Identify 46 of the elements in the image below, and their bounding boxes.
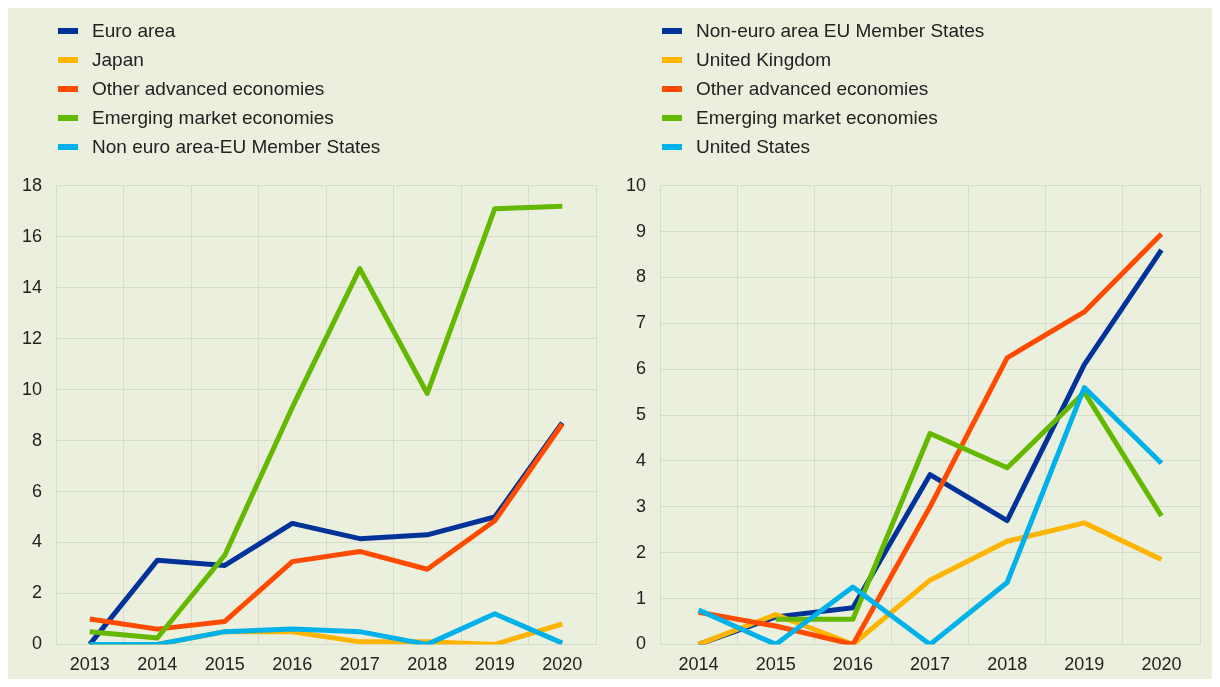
y-tick-label: 6 [636,358,647,379]
y-tick-label: 14 [21,276,43,297]
x-tick-label: 2013 [69,654,110,675]
x-tick-label: 2019 [1064,654,1105,675]
y-tick-label: 9 [636,220,647,241]
legend-label: Emerging market economies [696,106,938,129]
x-tick-label: 2015 [755,654,796,675]
y-tick-label: 16 [21,225,43,246]
y-tick-label: 3 [636,495,647,516]
legend-label: United Kingdom [696,48,832,71]
y-tick-label: 4 [32,531,43,552]
y-tick-label: 1 [636,587,647,608]
y-tick-label: 0 [32,633,43,654]
y-tick-label: 10 [625,174,647,195]
y-tick-label: 0 [636,633,647,654]
y-tick-label: 8 [636,266,647,287]
y-tick-label: 10 [21,378,43,399]
x-tick-label: 2015 [204,654,245,675]
x-tick-label: 2014 [678,654,719,675]
x-tick-label: 2014 [137,654,178,675]
y-tick-label: 2 [32,582,43,603]
y-tick-label: 2 [636,541,647,562]
legend-label: Other advanced economies [696,77,929,100]
legend-label: Japan [92,48,144,71]
y-tick-label: 6 [32,480,43,501]
x-tick-label: 2017 [339,654,380,675]
legend-label: Non-euro area EU Member States [696,19,985,42]
x-tick-label: 2020 [1141,654,1182,675]
legend-label: Non euro area-EU Member States [92,135,381,158]
legend-label: Other advanced economies [92,77,325,100]
legend-label: United States [696,135,811,158]
x-tick-label: 2016 [832,654,873,675]
x-tick-label: 2016 [272,654,313,675]
y-tick-label: 12 [21,327,43,348]
x-tick-label: 2019 [474,654,515,675]
x-tick-label: 2018 [987,654,1028,675]
legend-label: Emerging market economies [92,106,334,129]
y-tick-label: 5 [636,404,647,425]
y-tick-label: 18 [21,174,43,195]
legend-label: Euro area [92,19,176,42]
x-tick-label: 2020 [542,654,583,675]
y-tick-label: 7 [636,312,647,333]
x-tick-label: 2018 [407,654,448,675]
y-tick-label: 8 [32,429,43,450]
x-tick-label: 2017 [909,654,951,675]
y-tick-label: 4 [636,449,647,470]
